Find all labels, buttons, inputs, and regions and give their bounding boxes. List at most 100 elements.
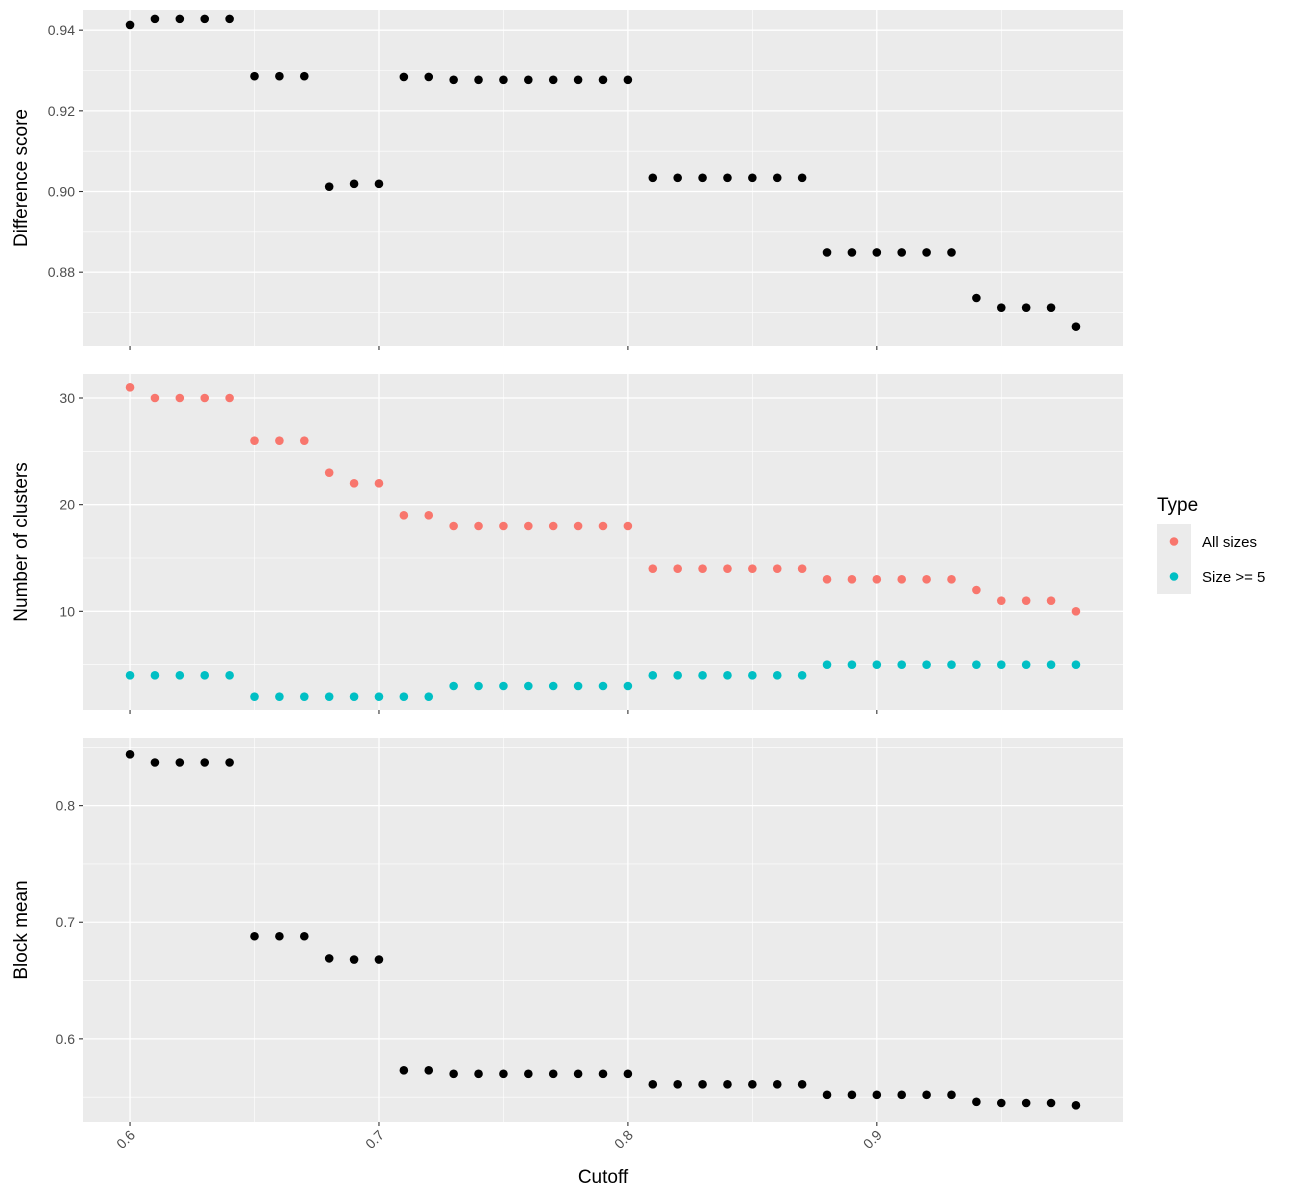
data-point [673, 564, 682, 573]
data-point [623, 521, 633, 531]
data-point [797, 1080, 807, 1089]
data-point [623, 75, 633, 85]
data-point [847, 1090, 857, 1100]
data-point [374, 479, 384, 488]
data-point [374, 692, 384, 701]
data-point [897, 660, 907, 669]
data-point [524, 1069, 533, 1079]
data-point [1071, 1101, 1081, 1110]
data-point [150, 758, 160, 767]
y-tick-label: 10 [59, 603, 75, 619]
data-point [125, 750, 135, 759]
data-point [598, 75, 608, 85]
data-point [275, 692, 284, 701]
data-point [847, 660, 857, 669]
data-point [698, 1080, 707, 1089]
data-point [972, 585, 981, 595]
data-point [275, 931, 284, 941]
data-point [125, 20, 135, 30]
data-point [324, 692, 334, 701]
data-point [225, 393, 234, 403]
data-point [200, 14, 210, 24]
data-point [797, 671, 807, 680]
data-point [673, 671, 682, 680]
data-point [125, 671, 135, 680]
y-axis-title: Number of clusters [11, 462, 32, 621]
data-point [972, 293, 981, 303]
data-point [847, 248, 857, 257]
panel-background [83, 374, 1123, 710]
data-point [399, 72, 409, 82]
y-tick-label: 0.92 [48, 103, 75, 119]
data-point [772, 1080, 782, 1089]
data-point [299, 692, 309, 701]
data-point [548, 681, 558, 691]
data-point [449, 75, 458, 85]
x-tick-label: 0.8 [611, 1127, 636, 1152]
data-point [349, 479, 359, 488]
data-point [524, 75, 533, 85]
data-point [797, 173, 807, 183]
data-point [748, 173, 757, 183]
data-point [200, 393, 210, 403]
data-point [872, 248, 882, 257]
data-point [374, 179, 384, 189]
data-point [399, 692, 409, 701]
data-point [698, 173, 707, 183]
data-point [673, 173, 682, 183]
data-point [922, 248, 931, 257]
y-tick-label: 0.7 [56, 914, 76, 930]
y-tick-label: 30 [59, 390, 75, 406]
data-point [250, 692, 259, 701]
data-point [723, 1080, 732, 1089]
data-point [399, 1066, 409, 1075]
data-point [424, 511, 434, 520]
data-point [598, 1069, 608, 1079]
y-tick-label: 0.88 [48, 264, 75, 280]
data-point [1021, 1098, 1031, 1108]
data-point [723, 173, 732, 183]
data-point [1046, 660, 1056, 669]
y-tick-label: 0.94 [48, 22, 75, 38]
data-point [324, 954, 334, 963]
data-point [897, 575, 907, 584]
data-point [748, 1080, 757, 1089]
data-point [424, 1066, 434, 1075]
data-point [499, 75, 508, 85]
data-point [723, 671, 732, 680]
data-point [499, 521, 508, 531]
data-point [449, 681, 458, 691]
data-point [399, 511, 409, 520]
data-point [424, 692, 434, 701]
data-point [996, 303, 1006, 312]
data-point [922, 660, 931, 669]
data-point [872, 1090, 882, 1100]
data-point [200, 671, 210, 680]
data-point [772, 671, 782, 680]
data-point [897, 1090, 907, 1100]
data-point [698, 564, 707, 573]
data-point [225, 14, 234, 24]
data-point [175, 14, 185, 24]
x-tick-label: 0.9 [860, 1127, 885, 1152]
data-point [424, 72, 434, 82]
data-point [225, 671, 234, 680]
y-tick-label: 0.90 [48, 184, 75, 200]
data-point [822, 575, 832, 584]
data-point [648, 671, 658, 680]
legend-title: Type [1157, 495, 1198, 516]
data-point [972, 1097, 981, 1107]
data-point [996, 596, 1006, 605]
data-point [922, 575, 931, 584]
data-point [1046, 596, 1056, 605]
data-point [449, 1069, 458, 1079]
data-point [872, 660, 882, 669]
data-point [474, 681, 483, 691]
data-point [324, 468, 334, 477]
data-point [250, 436, 259, 445]
data-point [772, 564, 782, 573]
data-point [822, 660, 832, 669]
data-point [474, 521, 483, 531]
data-point [772, 173, 782, 183]
data-point [1021, 660, 1031, 669]
